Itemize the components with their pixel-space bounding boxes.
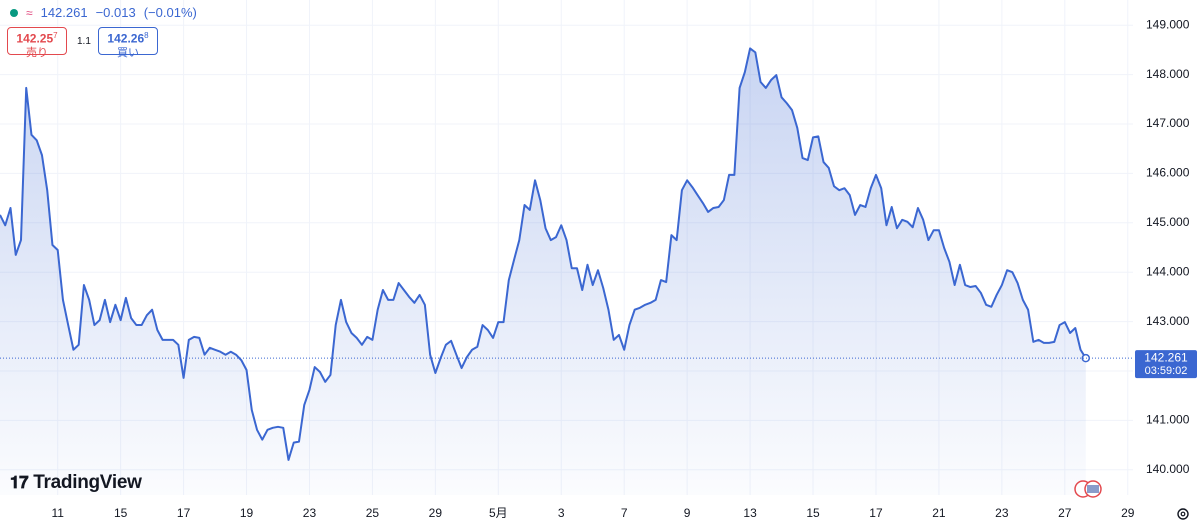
x-tick-label: 29	[1121, 506, 1135, 520]
price-label: 142.261	[1144, 350, 1188, 364]
spread: 1.1	[77, 36, 91, 47]
status-dot	[10, 8, 18, 17]
sell-price: 142.25	[16, 31, 54, 46]
x-tick-label: 11	[51, 506, 64, 520]
countdown: 03:59:02	[1145, 365, 1188, 377]
x-tick-label: 3	[558, 506, 565, 520]
y-tick-label: 147.000	[1146, 116, 1190, 130]
x-tick-label: 15	[806, 506, 820, 520]
y-tick-label: 141.000	[1146, 413, 1190, 427]
price-line	[0, 47, 1087, 461]
y-tick-label: 140.000	[1146, 462, 1190, 476]
logo-text: TradingView	[33, 472, 142, 493]
x-tick-label: 15	[114, 506, 128, 520]
buy-price: 142.26	[107, 31, 145, 46]
x-tick-label: 9	[684, 506, 691, 520]
x-tick-label: 23	[995, 506, 1009, 520]
x-tick-label: 5月	[489, 506, 508, 520]
x-tick-label: 17	[177, 506, 191, 520]
sell-label: 売り	[26, 46, 48, 59]
wave-icon: ≈	[26, 5, 33, 20]
x-tick-label: 21	[932, 506, 946, 520]
sell-pip: 7	[53, 31, 58, 40]
y-tick-label: 146.000	[1146, 166, 1190, 180]
price-change-pct: (−0.01%)	[143, 5, 197, 20]
y-tick-label: 143.000	[1146, 314, 1190, 328]
sell-button[interactable]: 142.257 売り	[7, 27, 67, 59]
price-label-box	[1135, 350, 1197, 379]
y-tick-label: 144.000	[1146, 264, 1190, 278]
y-tick-label: 149.000	[1146, 17, 1190, 31]
x-tick-label: 25	[366, 506, 380, 520]
x-tick-label: 7	[621, 506, 628, 520]
x-tick-label: 29	[429, 506, 443, 520]
buy-label: 買い	[117, 46, 139, 59]
buy-button[interactable]: 142.268 買い	[98, 27, 158, 59]
logo: 𝟏𝟕 TradingView	[10, 472, 142, 493]
settings-icon[interactable]	[1177, 508, 1189, 520]
area-fill	[0, 48, 1086, 495]
buy-pip: 8	[144, 31, 149, 40]
last-price: 142.261	[40, 5, 88, 20]
quote-header: ≈ 142.261 −0.013 (−0.01%)	[10, 5, 197, 20]
y-tick-label: 145.000	[1146, 215, 1190, 229]
x-tick-label: 13	[743, 506, 757, 520]
y-tick-label: 148.000	[1146, 67, 1190, 81]
x-tick-label: 27	[1058, 506, 1072, 520]
x-tick-label: 19	[240, 506, 254, 520]
x-tick-label: 23	[303, 506, 317, 520]
x-tick-label: 17	[869, 506, 883, 520]
price-change: −0.013	[95, 5, 136, 20]
flag-icons	[1074, 480, 1102, 498]
